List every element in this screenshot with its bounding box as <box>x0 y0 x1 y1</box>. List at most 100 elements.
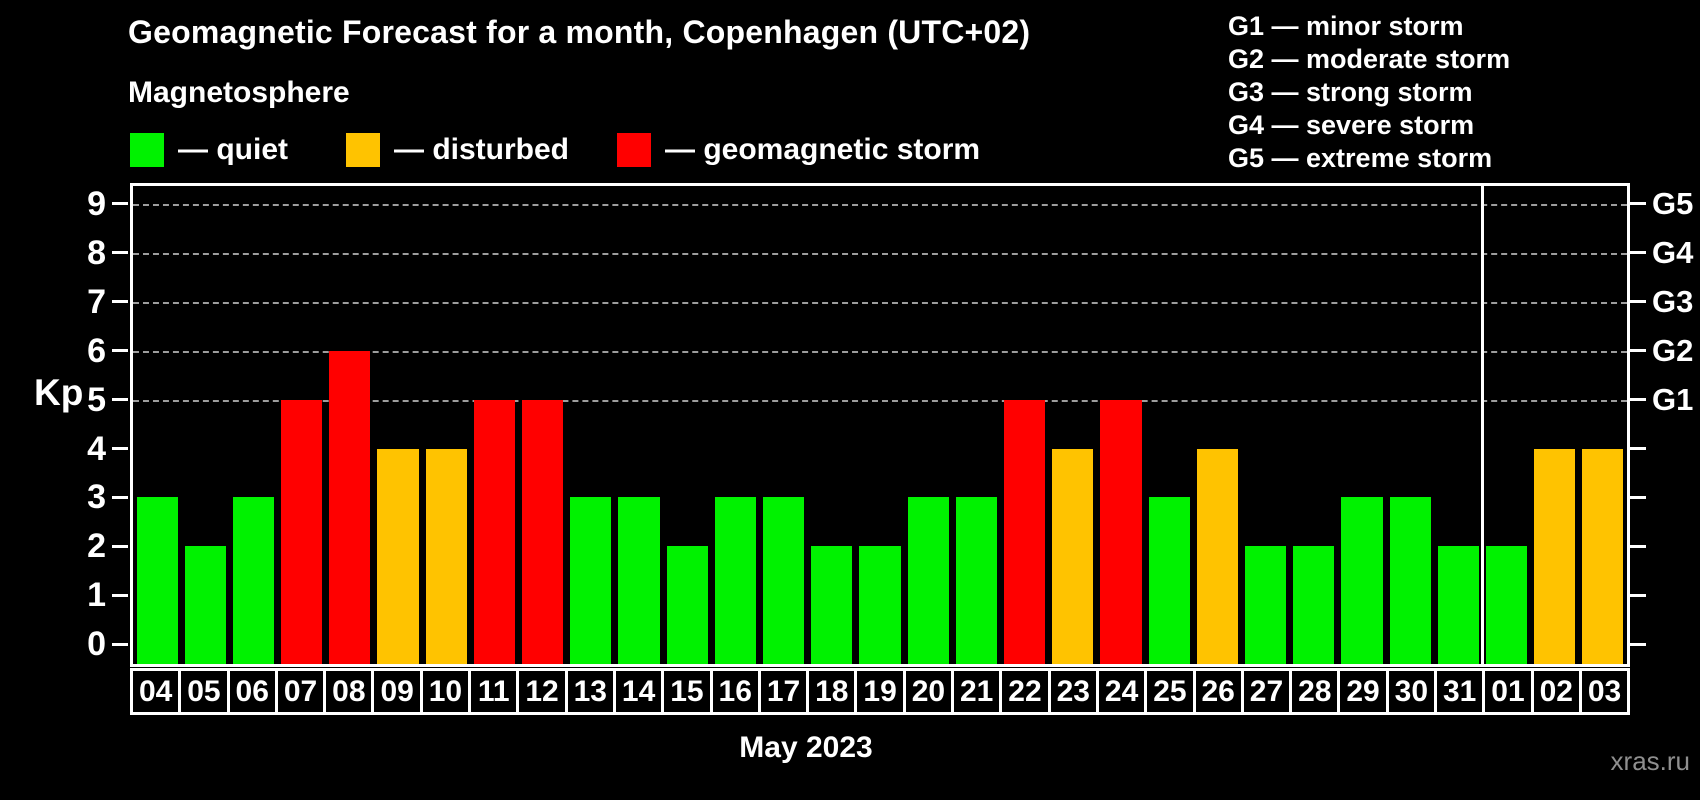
y-axis-label-5: 5 <box>87 380 106 419</box>
right-tick-kp6 <box>1630 349 1646 353</box>
bar-day-11 <box>473 399 516 664</box>
bar-day-14 <box>618 497 660 664</box>
date-axis-row: 04 05 06 07 08 09 10 11 12 13 14 15 16 17 18 19 20 21 22 23… <box>130 668 1631 715</box>
date-cell-07: 07 <box>274 668 327 715</box>
right-tick-kp0 <box>1630 642 1646 646</box>
bar-day-03 <box>1582 448 1624 664</box>
left-tick-kp6 <box>112 349 128 353</box>
y-axis-label-1: 1 <box>87 576 106 615</box>
date-cell-21: 21 <box>951 668 1003 715</box>
date-cell-20: 20 <box>902 668 955 715</box>
bar-day-23 <box>1052 448 1094 664</box>
bar-day-04 <box>136 497 178 664</box>
date-cell-01: 01 <box>1482 668 1534 715</box>
right-tick-kp8 <box>1630 251 1646 255</box>
date-cell-14: 14 <box>612 668 665 715</box>
date-cell-11: 11 <box>468 668 520 715</box>
y-axis-label-2: 2 <box>87 527 106 566</box>
magnetosphere-subtitle: Magnetosphere <box>128 76 350 109</box>
legend-label-storm: — geomagnetic storm <box>665 133 981 166</box>
bar-day-06 <box>232 497 275 664</box>
y-axis-label-7: 7 <box>87 282 106 321</box>
watermark-xras: xras.ru <box>1610 746 1690 776</box>
bar-day-07 <box>281 399 323 664</box>
y-axis-label-6: 6 <box>87 331 106 370</box>
g-legend-line-4: G4 — severe storm <box>1228 110 1475 140</box>
right-tick-kp2 <box>1630 544 1646 548</box>
y-axis-label-4: 4 <box>87 429 106 468</box>
left-tick-kp1 <box>112 593 128 597</box>
legend-item-quiet: — quiet <box>130 133 288 167</box>
left-tick-kp4 <box>112 447 128 450</box>
bar-day-01 <box>1485 546 1528 664</box>
legend-item-storm: — geomagnetic storm <box>617 133 980 167</box>
legend-swatch-disturbed <box>346 133 380 167</box>
bar-day-24 <box>1100 399 1142 664</box>
bar-day-29 <box>1341 497 1383 664</box>
date-cell-18: 18 <box>806 668 858 715</box>
page-title: Geomagnetic Forecast for a month, Copenh… <box>128 14 1031 50</box>
gridline-kp8 <box>133 252 1627 255</box>
month-boundary-line <box>1480 186 1484 664</box>
right-tick-kp4 <box>1630 447 1646 450</box>
date-cell-15: 15 <box>661 668 713 715</box>
right-tick-kp3 <box>1630 495 1646 499</box>
g-legend-line-5: G5 — extreme storm <box>1228 143 1493 173</box>
bar-day-10 <box>425 448 467 664</box>
y-axis-label-9: 9 <box>87 184 106 223</box>
plot-area <box>130 183 1630 667</box>
g-scale-legend: G1 — minor storm G2 — moderate storm G3 — … <box>1228 10 1510 175</box>
legend-item-disturbed: — disturbed <box>346 133 569 167</box>
bar-day-25 <box>1148 497 1190 664</box>
bar-day-02 <box>1534 448 1576 664</box>
legend-swatch-quiet <box>130 133 164 167</box>
bar-day-21 <box>955 497 997 664</box>
date-cell-06: 06 <box>226 668 278 715</box>
left-tick-kp9 <box>112 202 128 206</box>
g-axis-label-g2: G2 <box>1652 332 1694 368</box>
left-tick-kp8 <box>112 251 128 255</box>
right-tick-kp1 <box>1630 593 1646 597</box>
bar-day-20 <box>907 497 949 664</box>
date-cell-24: 24 <box>1095 668 1148 715</box>
y-axis-label-3: 3 <box>87 478 106 517</box>
g-axis-label-g5: G5 <box>1652 185 1694 221</box>
date-cell-05: 05 <box>178 668 230 715</box>
bar-day-26 <box>1196 448 1238 664</box>
right-tick-kp9 <box>1630 202 1646 206</box>
gridline-kp9 <box>133 203 1627 206</box>
bar-day-09 <box>377 448 419 664</box>
date-cell-19: 19 <box>854 668 906 715</box>
date-cell-17: 17 <box>757 668 810 715</box>
month-axis-label: May 2023 <box>739 731 873 764</box>
legend-label-quiet: — quiet <box>178 133 288 166</box>
date-cell-08: 08 <box>323 668 375 715</box>
right-tick-kp5 <box>1630 398 1646 402</box>
date-cell-23: 23 <box>1047 668 1099 715</box>
bar-day-17 <box>763 497 805 664</box>
g-legend-line-1: G1 — minor storm <box>1228 11 1464 41</box>
date-cell-26: 26 <box>1192 668 1244 715</box>
bar-day-31 <box>1437 546 1479 664</box>
bar-day-22 <box>1003 399 1046 664</box>
g-legend-line-3: G3 — strong storm <box>1228 77 1473 107</box>
y-axis-label-8: 8 <box>87 233 106 272</box>
bar-day-15 <box>666 546 708 664</box>
bar-day-27 <box>1244 546 1287 664</box>
left-tick-kp5 <box>112 398 128 402</box>
bar-day-28 <box>1293 546 1335 664</box>
right-tick-kp7 <box>1630 300 1646 304</box>
bar-day-05 <box>184 546 226 664</box>
bar-day-08 <box>329 350 371 664</box>
date-cell-09: 09 <box>371 668 423 715</box>
g-legend-line-2: G2 — moderate storm <box>1228 44 1511 74</box>
date-cell-03: 03 <box>1578 668 1631 715</box>
date-cell-04: 04 <box>130 668 182 715</box>
left-tick-kp0 <box>112 642 128 646</box>
date-cell-30: 30 <box>1385 668 1438 715</box>
date-cell-16: 16 <box>709 668 761 715</box>
date-cell-12: 12 <box>516 668 568 715</box>
date-cell-22: 22 <box>999 668 1051 715</box>
left-tick-kp7 <box>112 300 128 304</box>
